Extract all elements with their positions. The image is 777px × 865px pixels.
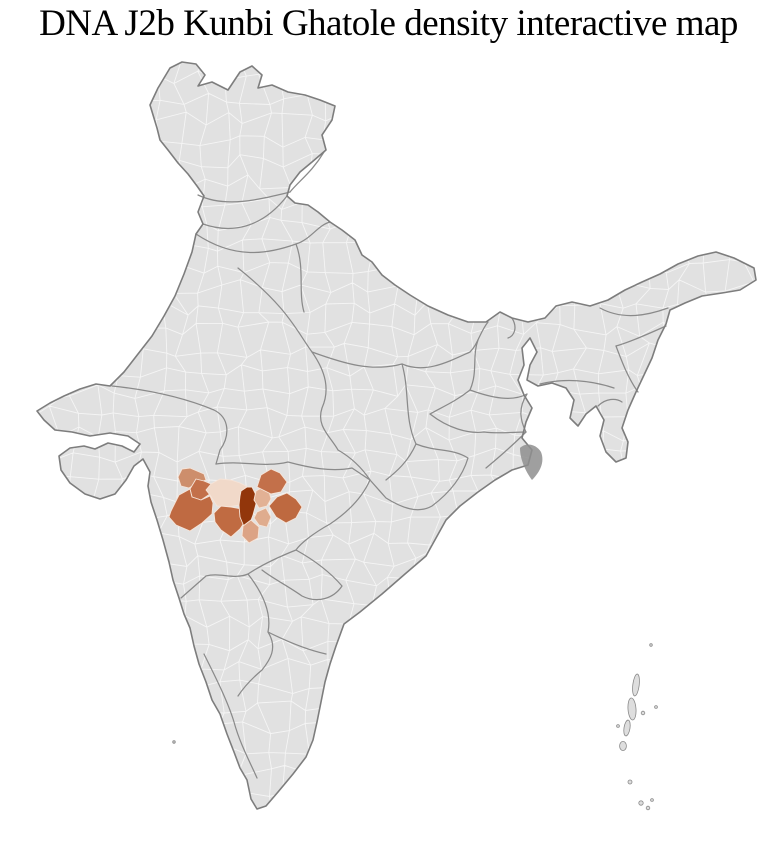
density-district-10[interactable] [253,507,272,528]
map-title: DNA J2b Kunbi Ghatole density interactiv… [39,3,738,44]
density-district-11[interactable] [241,519,260,544]
density-district-3[interactable] [168,488,214,532]
density-district-8[interactable] [256,468,288,495]
state-boundaries [111,151,669,779]
sundarbans-delta [520,444,543,480]
lakshadweep-island [172,740,176,744]
highlighted-districts [168,467,303,544]
andaman-nicobar-islands [616,643,658,811]
density-district-9[interactable] [268,492,303,524]
density-district-1[interactable] [177,467,207,489]
density-district-6[interactable] [238,486,257,530]
